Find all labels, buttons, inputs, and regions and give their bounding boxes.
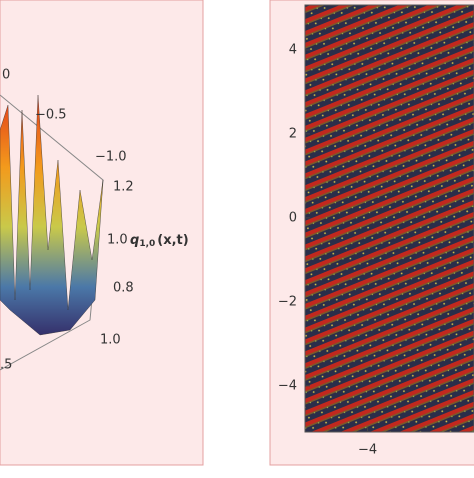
tick-label: −1.0 — [95, 150, 127, 165]
tick-label: .5 — [0, 358, 12, 373]
z-symbol: q — [130, 233, 139, 248]
z-axis-label: q1,0 (x,t) — [130, 233, 189, 249]
y-tick-label: 2 — [289, 126, 297, 141]
tick-label: 0 — [2, 68, 10, 83]
y-tick-label: −4 — [278, 378, 297, 393]
tick-label: 1.2 — [113, 180, 134, 195]
tick-label: −0.5 — [35, 108, 67, 123]
x-tick-label: −4 — [358, 443, 377, 458]
z-subscript: 1,0 — [139, 239, 155, 249]
z-args: (x,t) — [157, 233, 188, 248]
y-tick-label: −2 — [278, 294, 297, 309]
tick-label: 1.0 — [107, 233, 128, 248]
density-plot — [304, 4, 474, 433]
surface-plot — [0, 94, 104, 371]
y-tick-label: 0 — [289, 210, 297, 225]
surface — [0, 94, 104, 336]
y-tick-label: 4 — [289, 42, 297, 57]
tick-label: 0.8 — [113, 281, 134, 296]
tick-label: 1.0 — [100, 333, 121, 348]
